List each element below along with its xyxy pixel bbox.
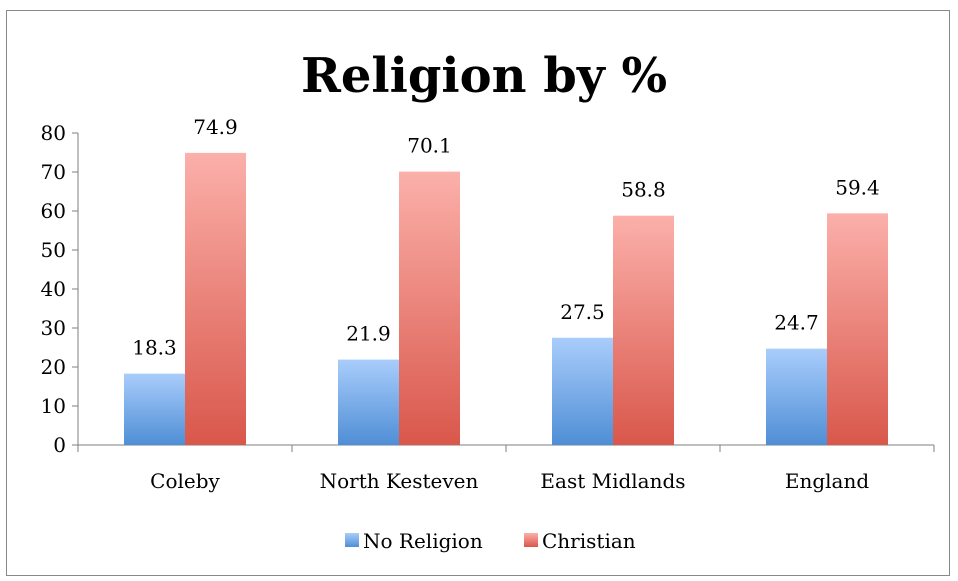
- y-tick-label: 30: [41, 316, 66, 340]
- bar: [827, 213, 888, 445]
- x-axis: Coleby North Kesteven East Midlands England: [77, 444, 935, 493]
- x-tick-label: England: [785, 469, 869, 493]
- bar: [338, 359, 399, 445]
- legend-label: No Religion: [363, 529, 483, 553]
- data-label: 74.9: [193, 115, 238, 139]
- legend: No Religion Christian: [345, 529, 636, 553]
- x-tick-label: Coleby: [150, 469, 220, 493]
- chart-title: Religion by %: [301, 48, 667, 104]
- data-label: 58.8: [621, 178, 666, 202]
- y-tick-label: 20: [41, 355, 66, 379]
- bar: [399, 171, 460, 446]
- legend-label: Christian: [542, 529, 636, 553]
- bar: [124, 373, 185, 445]
- legend-swatch: [345, 533, 359, 547]
- x-tick-label: East Midlands: [540, 469, 685, 493]
- data-label: 59.4: [835, 175, 880, 199]
- x-tick-label: North Kesteven: [320, 469, 479, 493]
- bars: 18.3 74.9 21.9 70.1 27.5 58.8 24.7 59.4: [124, 115, 888, 446]
- data-label: 70.1: [407, 134, 452, 158]
- y-tick-label: 10: [41, 394, 66, 418]
- bar: [552, 337, 613, 445]
- chart-frame: [6, 10, 950, 576]
- bar: [766, 348, 827, 445]
- data-label: 21.9: [346, 322, 391, 346]
- bar: [185, 152, 246, 445]
- data-label: 18.3: [132, 336, 177, 360]
- y-axis: 0 10 20 30 40 50 60 70 80: [41, 121, 79, 457]
- y-tick-label: 60: [41, 199, 66, 223]
- y-tick-label: 80: [41, 121, 66, 145]
- data-label: 24.7: [774, 311, 819, 335]
- bar: [613, 215, 674, 445]
- legend-swatch: [524, 533, 538, 547]
- data-label: 27.5: [560, 300, 605, 324]
- y-tick-label: 0: [53, 433, 66, 457]
- y-tick-label: 50: [41, 238, 66, 262]
- y-tick-label: 70: [41, 160, 66, 184]
- y-tick-label: 40: [41, 277, 66, 301]
